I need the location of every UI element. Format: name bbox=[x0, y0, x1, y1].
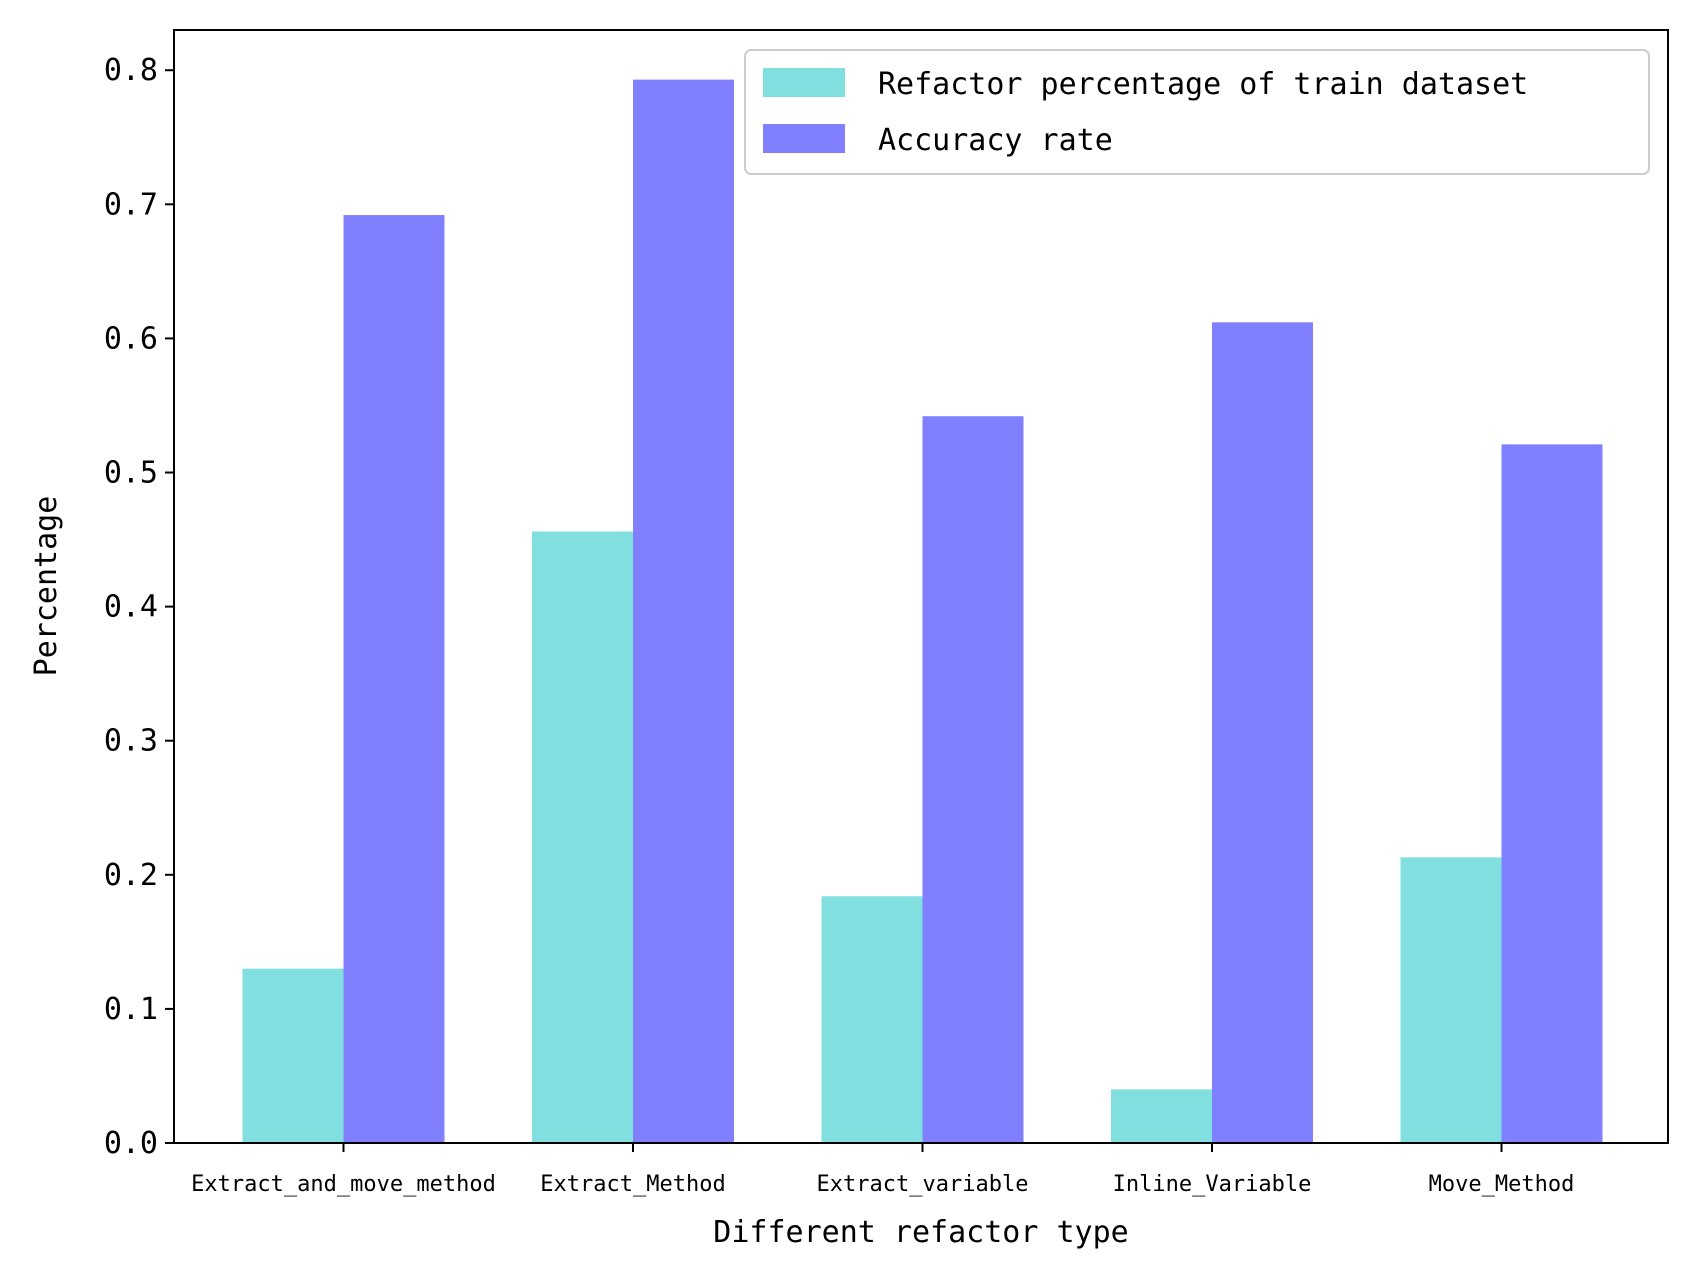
bar-accuracy-move_method bbox=[1501, 444, 1603, 1144]
bar-accuracy-extract_method bbox=[633, 79, 734, 1143]
y-axis-title: Percentage bbox=[29, 496, 64, 677]
y-tick-label: 0.3 bbox=[104, 724, 158, 759]
y-tick-label: 0.0 bbox=[104, 1126, 158, 1161]
y-tick-label: 0.4 bbox=[104, 590, 158, 625]
plot-frame bbox=[173, 29, 1669, 1144]
x-axis-title: Different refactor type bbox=[713, 1215, 1128, 1250]
y-tick-label: 0.5 bbox=[104, 456, 158, 491]
y-tick-label: 0.6 bbox=[104, 321, 158, 356]
x-tick-label: Extract_and_move_method bbox=[191, 1172, 496, 1197]
y-tick-label: 0.2 bbox=[104, 858, 158, 893]
x-tick-label: Move_Method bbox=[1429, 1172, 1575, 1197]
bar-train-extract_method bbox=[532, 531, 633, 1143]
bars-group bbox=[242, 79, 1603, 1144]
bar-train-inline_variable bbox=[1111, 1089, 1212, 1143]
bar-train-move_method bbox=[1400, 857, 1502, 1143]
legend-label-accuracy: Accuracy rate bbox=[878, 123, 1113, 158]
y-tick-label: 0.7 bbox=[104, 187, 158, 222]
legend-swatch-accuracy bbox=[763, 124, 845, 153]
x-tick-label: Inline_Variable bbox=[1113, 1172, 1312, 1197]
bar-train-extract_variable bbox=[821, 896, 923, 1143]
bar-accuracy-extract_variable bbox=[922, 416, 1024, 1143]
x-tick-label: Extract_Method bbox=[540, 1172, 725, 1197]
legend-box bbox=[744, 49, 1650, 175]
bar-accuracy-extract_and_move_method bbox=[343, 215, 445, 1144]
legend-swatch-train bbox=[763, 68, 845, 97]
y-axis: 0.0 0.1 0.2 0.3 0.4 0.5 0.6 0.7 0.8 bbox=[104, 53, 174, 1161]
legend-label-train: Refactor percentage of train dataset bbox=[878, 67, 1528, 102]
legend: Refactor percentage of train dataset Acc… bbox=[744, 49, 1650, 175]
x-tick-label: Extract_variable bbox=[817, 1172, 1029, 1197]
y-tick-label: 0.8 bbox=[104, 53, 158, 88]
y-tick-label: 0.1 bbox=[104, 992, 158, 1027]
bar-train-extract_and_move_method bbox=[242, 968, 344, 1143]
bar-accuracy-inline_variable bbox=[1212, 322, 1313, 1144]
x-axis: Extract_and_move_method Extract_Method Ext… bbox=[191, 1143, 1574, 1197]
